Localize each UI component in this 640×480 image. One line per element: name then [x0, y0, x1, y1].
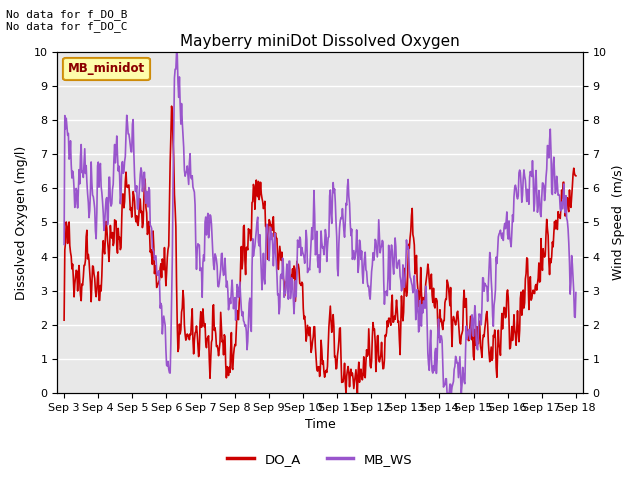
X-axis label: Time: Time — [305, 419, 335, 432]
Text: No data for f_DO_C: No data for f_DO_C — [6, 21, 128, 32]
Text: No data for f_DO_B: No data for f_DO_B — [6, 9, 128, 20]
Title: Mayberry miniDot Dissolved Oxygen: Mayberry miniDot Dissolved Oxygen — [180, 34, 460, 49]
Y-axis label: Dissolved Oxygen (mg/l): Dissolved Oxygen (mg/l) — [15, 145, 28, 300]
Legend: MB_minidot: MB_minidot — [63, 58, 150, 80]
Y-axis label: Wind Speed  (m/s): Wind Speed (m/s) — [612, 165, 625, 280]
Legend: DO_A, MB_WS: DO_A, MB_WS — [222, 447, 418, 471]
